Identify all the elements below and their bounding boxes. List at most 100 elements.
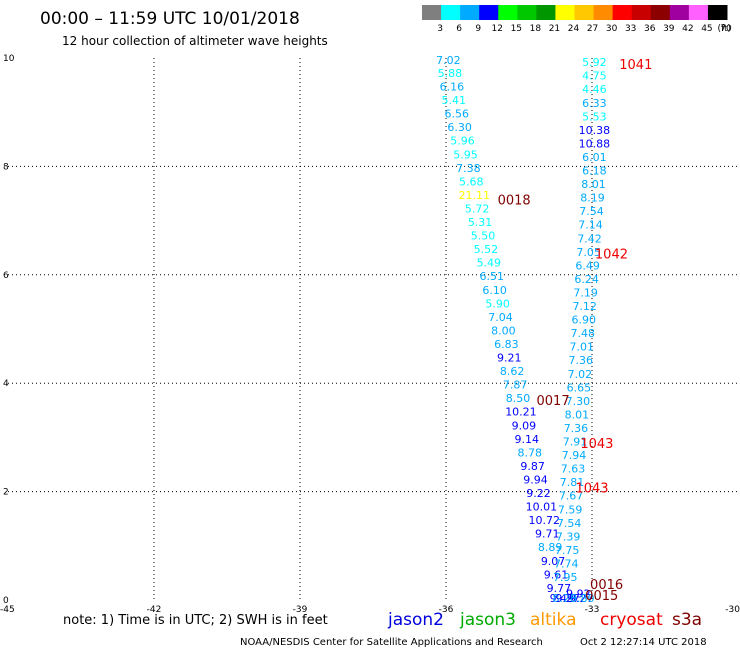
colorbar-label: 21 — [549, 24, 560, 34]
swh-point-label: 7.02 — [568, 368, 593, 381]
swh-point-label: 5.90 — [485, 297, 510, 310]
swh-point-label: 7.36 — [569, 354, 594, 367]
swh-point-label: 7.30 — [566, 395, 591, 408]
swh-point-label: 7.63 — [561, 463, 586, 476]
swh-point-label: 9.22 — [526, 487, 551, 500]
colorbar-swatch — [650, 5, 671, 20]
pass-number-label: 1043 — [580, 437, 613, 452]
footer-timestamp: Oct 2 12:27:14 UTC 2018 — [580, 637, 707, 648]
swh-point-label: 8.01 — [565, 408, 590, 421]
colorbar-swatch — [669, 5, 690, 20]
swh-point-label: 6.10 — [482, 284, 507, 297]
swh-point-label: 8.00 — [491, 324, 516, 337]
swh-point-label: 9.87 — [520, 460, 545, 473]
colorbar-swatch — [422, 5, 442, 20]
colorbar-label: 15 — [511, 24, 522, 34]
legend-jason3: jason3 — [459, 610, 516, 630]
y-tick-label: 8 — [3, 162, 9, 172]
colorbar-label: 70 — [720, 24, 732, 34]
swh-point-label: 9.27 — [569, 592, 594, 605]
y-tick-label: 0 — [3, 596, 9, 606]
swh-point-label: 5.31 — [468, 216, 493, 229]
swh-point-label: 4.46 — [582, 83, 607, 96]
pass-number-label: 0018 — [498, 193, 531, 208]
swh-point-label: 7.95 — [553, 571, 578, 584]
swh-point-label: 9.14 — [515, 433, 540, 446]
swh-point-label: 4.75 — [582, 70, 607, 83]
swh-point-label: 10.01 — [526, 501, 558, 514]
swh-point-label: 10.38 — [579, 124, 611, 137]
swh-point-label: 7.91 — [563, 436, 588, 449]
swh-point-label: 10.88 — [579, 137, 611, 150]
x-tick-label: -33 — [585, 605, 600, 615]
swh-point-label: 6.24 — [574, 273, 599, 286]
x-tick-labels: -45 -42 -39 -36 -33 -30 — [0, 605, 740, 615]
swh-point-label: 8.01 — [581, 178, 606, 191]
colorbar-label: 33 — [625, 24, 636, 34]
swh-point-label: 7.74 — [554, 557, 579, 570]
chart-title: 00:00 – 11:59 UTC 10/01/2018 — [40, 9, 300, 29]
colorbar-swatch — [460, 5, 480, 20]
swh-point-label: 6.56 — [444, 108, 469, 121]
legend-cryosat: cryosat — [600, 610, 663, 630]
swh-point-label: 9.21 — [497, 352, 522, 365]
swh-point-label: 10.21 — [505, 406, 537, 419]
colorbar-label: 30 — [606, 24, 618, 34]
swh-point-label: 6.18 — [582, 165, 607, 178]
swh-point-label: 8.19 — [580, 192, 605, 205]
colorbar-swatch — [498, 5, 518, 20]
swh-point-label: 5.95 — [453, 148, 478, 161]
grid-lines — [8, 58, 738, 600]
swh-point-label: 6.16 — [440, 81, 465, 94]
colorbar-swatch — [574, 5, 595, 20]
satellite-legend: jason2 jason3 altika cryosat s3a — [387, 610, 702, 630]
swh-point-label: 7.42 — [577, 232, 602, 245]
swh-point-label: 8.62 — [500, 365, 525, 378]
swh-point-label: 6.01 — [582, 151, 607, 164]
swh-point-label: 9.61 — [544, 568, 569, 581]
chart-subtitle: 12 hour collection of altimeter wave hei… — [62, 34, 328, 48]
colorbar-unit: (ft) — [717, 24, 731, 34]
swh-point-label: 7.14 — [578, 219, 603, 232]
swh-point-label: 5.96 — [450, 135, 475, 148]
swh-point-label: 7.54 — [579, 205, 604, 218]
pass-number-label: 1041 — [619, 58, 652, 73]
colorbar-swatch — [688, 5, 709, 20]
swh-point-label: 6.30 — [447, 121, 472, 134]
y-tick-label: 10 — [3, 54, 15, 64]
swh-point-label: 5.52 — [474, 243, 499, 256]
colorbar-label: 12 — [492, 24, 503, 34]
y-tick-label: 6 — [3, 271, 9, 281]
swh-point-label: 7.54 — [557, 517, 582, 530]
swh-points: 7.025.886.165.416.566.305.965.957.385.68… — [436, 54, 610, 605]
swh-point-label: 6.90 — [571, 314, 596, 327]
colorbar-label: 27 — [587, 24, 598, 34]
x-tick-label: -42 — [147, 605, 162, 615]
swh-point-label: 9.92 — [566, 587, 591, 600]
swh-point-label: 9.07 — [541, 555, 566, 568]
swh-point-label: 8.80 — [570, 592, 595, 605]
legend-altika: altika — [530, 610, 577, 630]
swh-point-label: 7.81 — [560, 476, 585, 489]
swh-point-label: 8.78 — [517, 446, 542, 459]
swh-point-label: 9.09 — [512, 419, 537, 432]
swh-point-label: 7.04 — [488, 311, 513, 324]
swh-point-label: 8.89 — [538, 541, 563, 554]
legend-s3a: s3a — [672, 610, 702, 630]
swh-point-label: 7.59 — [558, 503, 583, 516]
colorbar-label: 3 — [437, 24, 443, 34]
swh-point-label: 6.33 — [582, 97, 607, 110]
swh-point-label: 7.02 — [436, 54, 461, 67]
swh-point-label: 7.87 — [503, 379, 528, 392]
colorbar-swatch — [479, 5, 499, 20]
swh-point-label: 7.19 — [573, 286, 598, 299]
swh-point-label: 9.49 — [550, 592, 575, 605]
swh-point-label: 5.49 — [477, 257, 502, 270]
colorbar-swatch — [555, 5, 575, 20]
swh-point-label: 5.92 — [582, 56, 607, 69]
swh-point-label: 5.72 — [465, 202, 490, 215]
swh-point-label: 6.51 — [479, 270, 504, 283]
colorbar-label: 39 — [663, 24, 675, 34]
